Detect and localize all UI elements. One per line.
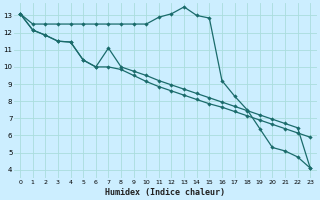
X-axis label: Humidex (Indice chaleur): Humidex (Indice chaleur) — [105, 188, 225, 197]
